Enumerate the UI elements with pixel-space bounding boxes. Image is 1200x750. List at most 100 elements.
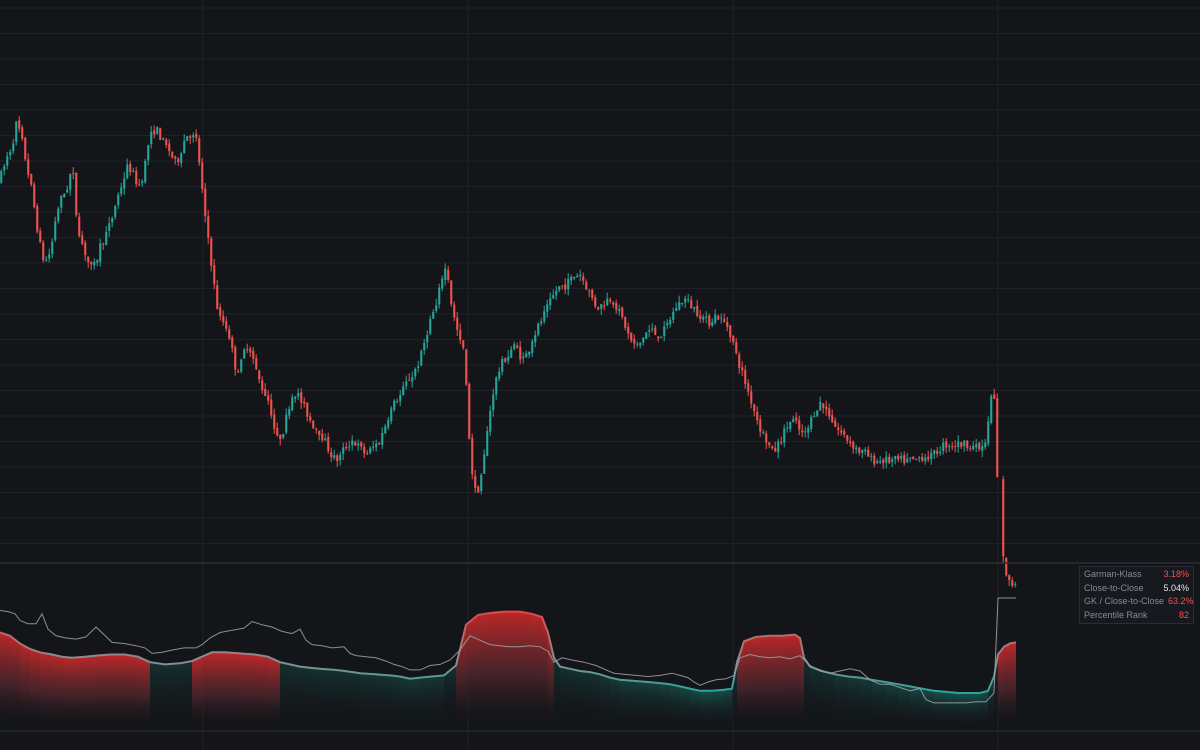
candle: [969, 447, 972, 449]
candle: [276, 427, 279, 436]
candle: [834, 420, 837, 427]
candle: [114, 206, 117, 217]
candle: [957, 441, 960, 448]
candle: [540, 321, 543, 324]
candle: [966, 440, 969, 449]
gk-area-segment: [30, 649, 40, 729]
candle: [234, 347, 237, 370]
gk-area-segment: [958, 693, 970, 729]
candle: [753, 404, 756, 411]
gk-area-segment: [822, 671, 835, 729]
gk-area-segment: [62, 656, 72, 729]
candle: [840, 430, 843, 433]
price-pane[interactable]: [0, 116, 1017, 588]
candle: [705, 316, 708, 318]
gk-area-segment: [125, 654, 138, 729]
info-value: 63.2%: [1168, 596, 1194, 606]
candle: [807, 427, 810, 433]
candle: [855, 447, 858, 450]
candle: [144, 160, 147, 183]
candle: [426, 334, 429, 343]
candle: [675, 307, 678, 312]
gk-area-segment: [180, 661, 192, 729]
gk-volatility-line: [0, 610, 1017, 694]
candle: [549, 298, 552, 306]
candle: [642, 337, 645, 343]
candle: [768, 442, 771, 446]
candle: [918, 457, 921, 459]
candle: [507, 356, 510, 361]
candle: [909, 457, 912, 459]
gk-area-segment: [756, 635, 770, 729]
candle: [837, 427, 840, 431]
close-to-close-line: [0, 597, 1016, 704]
candle: [813, 415, 816, 417]
candle: [387, 419, 390, 428]
gk-area-segment: [898, 684, 910, 729]
candle: [18, 120, 21, 129]
candle: [513, 344, 516, 350]
gk-area-segment: [782, 634, 795, 729]
gk-area-segment: [505, 611, 520, 729]
candle: [471, 437, 474, 475]
info-label: Percentile Rank: [1084, 609, 1148, 620]
candle: [285, 414, 288, 433]
gk-area-segment: [310, 667, 320, 729]
candle: [954, 445, 957, 447]
gk-area-segment: [268, 656, 280, 729]
candle: [657, 336, 660, 339]
candle: [261, 380, 264, 391]
candle: [333, 455, 336, 459]
candle: [420, 351, 423, 366]
candle: [516, 345, 519, 348]
gk-area-segment: [690, 688, 700, 729]
candle: [474, 475, 477, 488]
candle: [342, 447, 345, 454]
gk-area-segment: [40, 652, 52, 729]
candle: [366, 453, 369, 455]
candle: [612, 302, 615, 305]
candle: [6, 156, 9, 166]
candle: [630, 332, 633, 341]
candle: [714, 314, 717, 323]
candle: [405, 381, 408, 386]
candle: [237, 371, 240, 373]
candle: [213, 265, 216, 285]
candle: [693, 307, 696, 309]
gk-area-segment: [1004, 643, 1010, 729]
candle: [372, 446, 375, 448]
candle: [687, 299, 690, 301]
candle: [105, 231, 108, 246]
candle: [600, 304, 603, 309]
candle: [339, 454, 342, 461]
candle: [1005, 557, 1008, 576]
candle: [399, 394, 402, 401]
candle: [660, 336, 663, 338]
candle: [576, 275, 579, 278]
gk-area-segment: [804, 657, 810, 729]
candle: [825, 406, 828, 410]
volatility-pane[interactable]: [0, 597, 1017, 729]
gk-area-segment: [1010, 642, 1016, 729]
candle: [888, 456, 891, 463]
candle: [735, 342, 738, 353]
candle: [564, 284, 567, 290]
candle: [972, 445, 975, 450]
candle: [945, 441, 948, 448]
gk-area-segment: [290, 664, 300, 729]
gk-area-segment: [800, 638, 804, 729]
gk-area-segment: [492, 611, 505, 729]
gk-area-segment: [848, 676, 860, 729]
candle: [45, 259, 48, 261]
candle: [288, 408, 291, 416]
gk-area-segment: [456, 624, 466, 729]
candle: [294, 396, 297, 399]
gk-area-segment: [860, 677, 872, 729]
candle: [723, 319, 726, 322]
candle: [846, 435, 849, 441]
gk-area-segment: [712, 689, 724, 729]
candle: [552, 295, 555, 299]
candle: [558, 286, 561, 291]
